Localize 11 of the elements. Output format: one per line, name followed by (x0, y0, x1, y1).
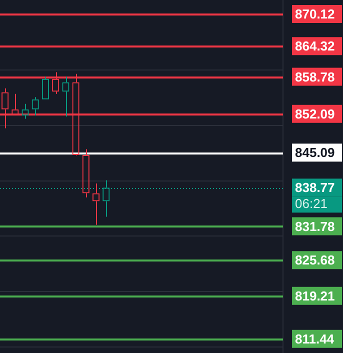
ref-line-label: 838.77 (295, 180, 335, 196)
ref-line-label: 811.44 (295, 332, 335, 347)
text: 06:21 (295, 196, 328, 212)
ref-line-label: 831.78 (295, 218, 335, 234)
ref-line-label: 819.21 (295, 288, 335, 304)
ref-line-label: 858.78 (295, 69, 335, 84)
ref-line-label: 870.12 (295, 6, 335, 22)
ref-line-label: 864.32 (295, 38, 335, 54)
ref-line-label: 825.68 (295, 252, 335, 268)
ref-line-label: 845.09 (295, 145, 335, 160)
ref-line-label: 852.09 (295, 106, 335, 122)
